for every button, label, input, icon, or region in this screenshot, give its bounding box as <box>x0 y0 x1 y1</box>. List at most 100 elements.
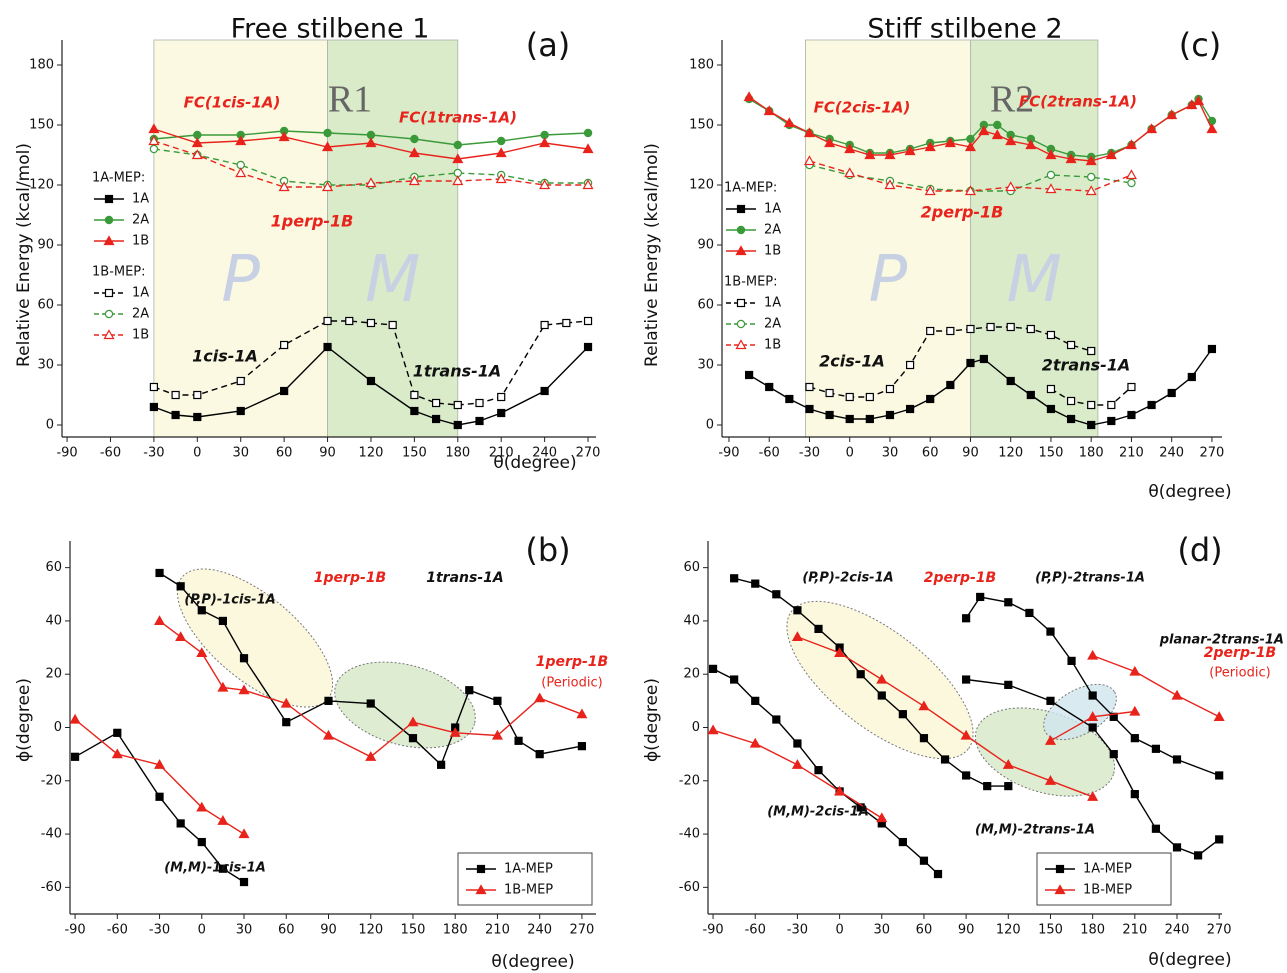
x-tick-label: 180 <box>443 923 468 938</box>
x-tick-label: -90 <box>718 446 739 461</box>
marker <box>454 402 461 409</box>
legend-title: 1A-MEP: <box>724 181 777 196</box>
y-tick-label: 180 <box>29 58 54 73</box>
marker <box>535 694 544 702</box>
marker <box>987 324 994 331</box>
marker <box>1047 171 1054 178</box>
x-tick-label: -90 <box>64 923 85 938</box>
marker <box>218 683 227 691</box>
marker <box>1127 171 1136 179</box>
marker <box>886 412 893 419</box>
panel-label: (b) <box>525 531 570 569</box>
annotation: 2perp-1B <box>1204 645 1276 661</box>
marker <box>793 760 802 768</box>
y-tick-label: 90 <box>697 238 714 253</box>
figure: PM-90-60-3003060901201501802102402700306… <box>0 0 1287 973</box>
y-tick-label: 60 <box>37 298 54 313</box>
series-line <box>75 621 582 834</box>
x-tick-label: 270 <box>570 923 595 938</box>
marker <box>920 857 927 864</box>
marker <box>1005 681 1012 688</box>
marker <box>218 816 227 824</box>
marker <box>963 615 970 622</box>
y-tick-label: 0 <box>46 418 54 433</box>
marker <box>994 121 1001 128</box>
marker <box>283 719 290 726</box>
x-tick-label: 0 <box>846 446 854 461</box>
marker <box>1130 707 1139 715</box>
marker <box>942 756 949 763</box>
legend-label: 1B <box>132 328 149 343</box>
legend-label: 1A <box>132 192 149 207</box>
x-tick-label: 180 <box>1080 923 1105 938</box>
marker <box>746 372 753 379</box>
y-tick-label: 20 <box>683 667 700 682</box>
marker <box>1088 348 1095 355</box>
annotation: (M,M)-2cis-1A <box>767 805 869 820</box>
y-tick-label: 20 <box>45 667 62 682</box>
legend-label: 1A-MEP <box>504 862 553 877</box>
marker <box>177 583 184 590</box>
marker <box>540 139 549 147</box>
marker <box>984 783 991 790</box>
x-tick-label: 150 <box>401 923 426 938</box>
x-tick-label: -60 <box>107 923 128 938</box>
legend-label: 2A <box>132 307 149 322</box>
x-tick-label: 0 <box>835 923 843 938</box>
marker <box>1131 791 1138 798</box>
marker <box>786 396 793 403</box>
marker <box>1089 724 1096 731</box>
marker <box>1088 173 1095 180</box>
marker <box>150 384 157 391</box>
marker <box>324 318 331 325</box>
marker <box>907 362 914 369</box>
page: {"chart_data": [ {"type": "line", "title… <box>0 0 1287 973</box>
marker <box>1128 384 1135 391</box>
y-tick-label: 0 <box>706 418 714 433</box>
marker <box>826 412 833 419</box>
y-tick-label: 180 <box>689 58 714 73</box>
marker <box>324 731 333 739</box>
x-tick-label: -90 <box>56 446 77 461</box>
x-tick-label: -60 <box>745 923 766 938</box>
annotation: FC(2trans-1A) <box>1019 93 1137 111</box>
annotation: (Periodic) <box>1209 666 1270 681</box>
marker <box>198 839 205 846</box>
annotation: (P,P)-1cis-1A <box>184 593 275 608</box>
marker <box>857 671 864 678</box>
marker <box>1195 852 1202 859</box>
marker <box>155 616 164 624</box>
marker <box>106 290 113 297</box>
y-tick-label: -20 <box>679 773 700 788</box>
annotation: FC(1cis-1A) <box>184 94 281 112</box>
marker <box>907 406 914 413</box>
legend-title: 1A-MEP: <box>92 171 145 186</box>
legend-label: 1A-MEP <box>1083 862 1132 877</box>
marker <box>578 743 585 750</box>
marker <box>411 408 418 415</box>
x-tick-label: -30 <box>143 446 164 461</box>
legend-label: 2A <box>132 213 149 228</box>
marker <box>156 793 163 800</box>
marker <box>927 396 934 403</box>
marker <box>1047 406 1054 413</box>
marker <box>766 384 773 391</box>
marker <box>237 378 244 385</box>
marker <box>947 328 954 335</box>
marker <box>281 388 288 395</box>
marker <box>114 729 121 736</box>
marker <box>105 216 112 223</box>
marker <box>737 226 744 233</box>
marker <box>367 320 374 327</box>
x-tick-label: 120 <box>998 446 1023 461</box>
x-axis-label: θ(degree) <box>1148 950 1231 970</box>
y-tick-label: -40 <box>679 827 700 842</box>
marker <box>1216 772 1223 779</box>
marker <box>1188 374 1195 381</box>
legend-label: 2A <box>764 317 781 332</box>
marker <box>585 344 592 351</box>
marker <box>815 767 822 774</box>
marker <box>773 591 780 598</box>
annotation: 1trans-1A <box>413 362 502 381</box>
marker <box>947 382 954 389</box>
